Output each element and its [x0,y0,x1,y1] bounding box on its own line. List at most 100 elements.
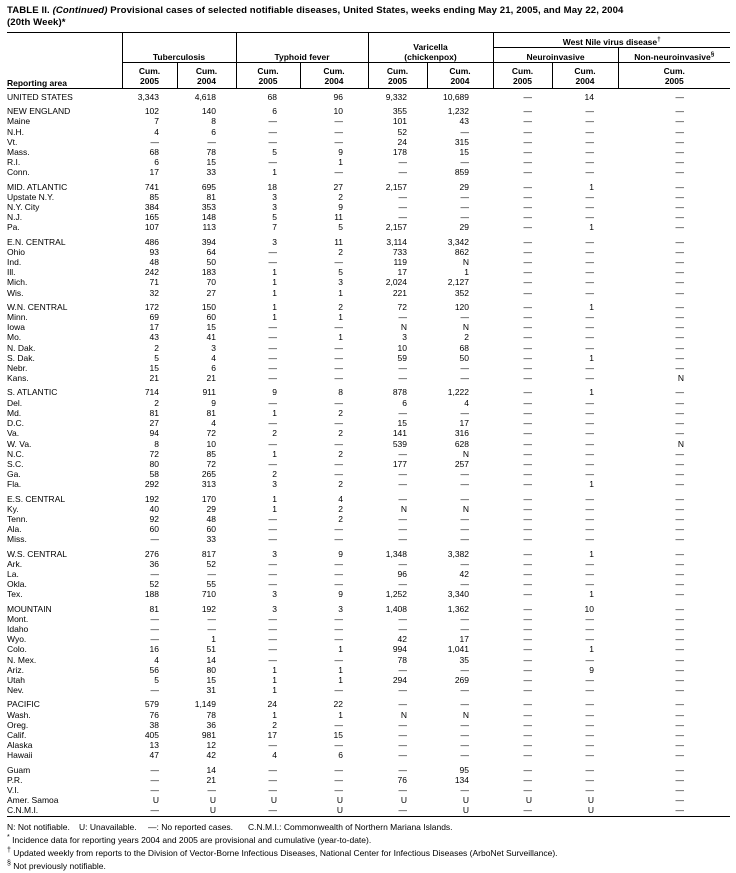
table-row: Vt. — — — — 24 315 — — — [7,137,730,147]
value-cell: — [675,332,685,343]
table-row: Amer. Samoa U U U U U U U U — [7,795,730,805]
value-cell: — [585,623,595,634]
value-cell: — [398,664,408,675]
value-cell: — [675,774,685,785]
value-cell: — [675,236,685,247]
reporting-area-cell: La. [7,568,19,579]
value-cell: — [585,438,595,449]
reporting-area-cell: Ala. [7,524,22,535]
table-row: Minn. 69 60 1 1 — — — — — [7,312,730,322]
value-cell: — [268,438,278,449]
value-cell: 2 [272,469,277,480]
value-cell: 1 [338,664,344,675]
value-cell: — [460,407,470,418]
value-cell: 1 [272,674,277,685]
value-cell: — [585,397,595,408]
value-cell: 878 [392,387,408,398]
value-cell: — [460,664,470,675]
value-cell: — [585,568,595,579]
value-cell: — [334,352,344,363]
col-header-wnv-nonneuro-2005: Cum. 2005 [618,62,731,89]
value-cell: — [523,428,533,439]
value-cell: — [334,654,344,665]
table-body: UNITED STATES 3,343 4,618 68 96 9,332 10,689—1… [7,89,730,817]
value-cell: 2 [338,191,344,202]
reporting-area-cell: Utah [7,674,25,685]
value-cell: 7 [154,116,159,127]
section-fn-marker: § [7,859,11,867]
reporting-area-header: Reporting area [7,32,123,89]
value-cell: 2 [338,428,344,439]
value-cell: 42 [397,634,408,645]
value-cell: — [675,740,685,751]
value-cell: 3,343 [137,92,159,102]
value-cell: — [460,212,470,223]
table-row: S.C. 80 72 — — 177 257 — — — [7,459,730,469]
value-cell: 32 [149,287,159,298]
value-cell: — [207,568,217,579]
value-cell: — [675,202,685,213]
value-cell: — [523,267,533,278]
value-cell: — [268,257,278,268]
table-title: TABLE II. (Continued) Provisional cases … [7,5,730,29]
reporting-area-cell: Ill. [7,267,16,278]
value-cell: — [523,212,533,223]
value-cell: 1,348 [385,548,408,559]
value-cell: — [398,719,408,730]
reporting-area-cell: N.Y. City [7,202,40,213]
value-cell: 192 [201,603,216,614]
value-cell: — [523,479,533,490]
value-cell: — [460,719,470,730]
value-cell: 33 [206,167,216,178]
value-cell: — [150,685,160,696]
value-cell: 14 [584,92,595,102]
reporting-area-cell: C.N.M.I. [7,805,39,816]
value-cell: 24 [267,699,277,710]
table-row: Nev. — 31 1 — — — — — — [7,685,730,695]
value-cell: — [585,322,595,333]
west-nile-label: West Nile virus disease [562,37,658,47]
value-cell: — [268,397,278,408]
value-cell: 170 [201,493,216,504]
value-cell: 15 [149,363,159,374]
reporting-area-cell: Conn. [7,167,30,178]
table-row: Calif. 405 981 17 15 — — — — — [7,730,730,740]
value-cell: 1 [272,312,277,323]
table-row: Idaho — — — — — — — — — [7,624,730,634]
value-cell: — [585,558,595,569]
table-row: Upstate N.Y. 85 81 3 2 — — — — — [7,192,730,202]
value-cell: 15 [459,147,470,158]
value-cell: 1 [338,644,344,655]
legend-item: —: No reported cases. [148,821,234,832]
reporting-area-cell: N.H. [7,126,24,137]
value-cell: U [525,795,533,806]
value-cell: — [398,613,408,624]
value-cell: — [460,493,470,504]
value-cell: 1 [211,634,216,645]
value-cell: — [523,568,533,579]
reporting-area-cell: Amer. Samoa [7,795,59,806]
value-cell: — [675,493,685,504]
value-cell: — [523,397,533,408]
value-cell: — [585,287,595,298]
value-cell: — [268,654,278,665]
value-cell: — [334,685,344,696]
value-cell: N [462,448,470,459]
value-cell: 2 [338,246,344,257]
value-cell: — [675,513,685,524]
value-cell: 710 [201,589,216,600]
value-cell: — [398,764,408,775]
value-cell: 2 [154,397,159,408]
table-row: Ariz. 56 80 1 1 — — — 9 — [7,665,730,675]
table-row: Mont. — — — — — — — — — [7,614,730,624]
value-cell: — [675,664,685,675]
value-cell: — [268,634,278,645]
value-cell: 714 [144,387,159,398]
value-cell: — [585,373,595,384]
value-cell: 994 [392,644,408,655]
value-cell: 741 [144,181,159,192]
value-cell: 5 [272,212,277,223]
value-cell: 3 [402,332,408,343]
value-cell: 10 [584,603,595,614]
